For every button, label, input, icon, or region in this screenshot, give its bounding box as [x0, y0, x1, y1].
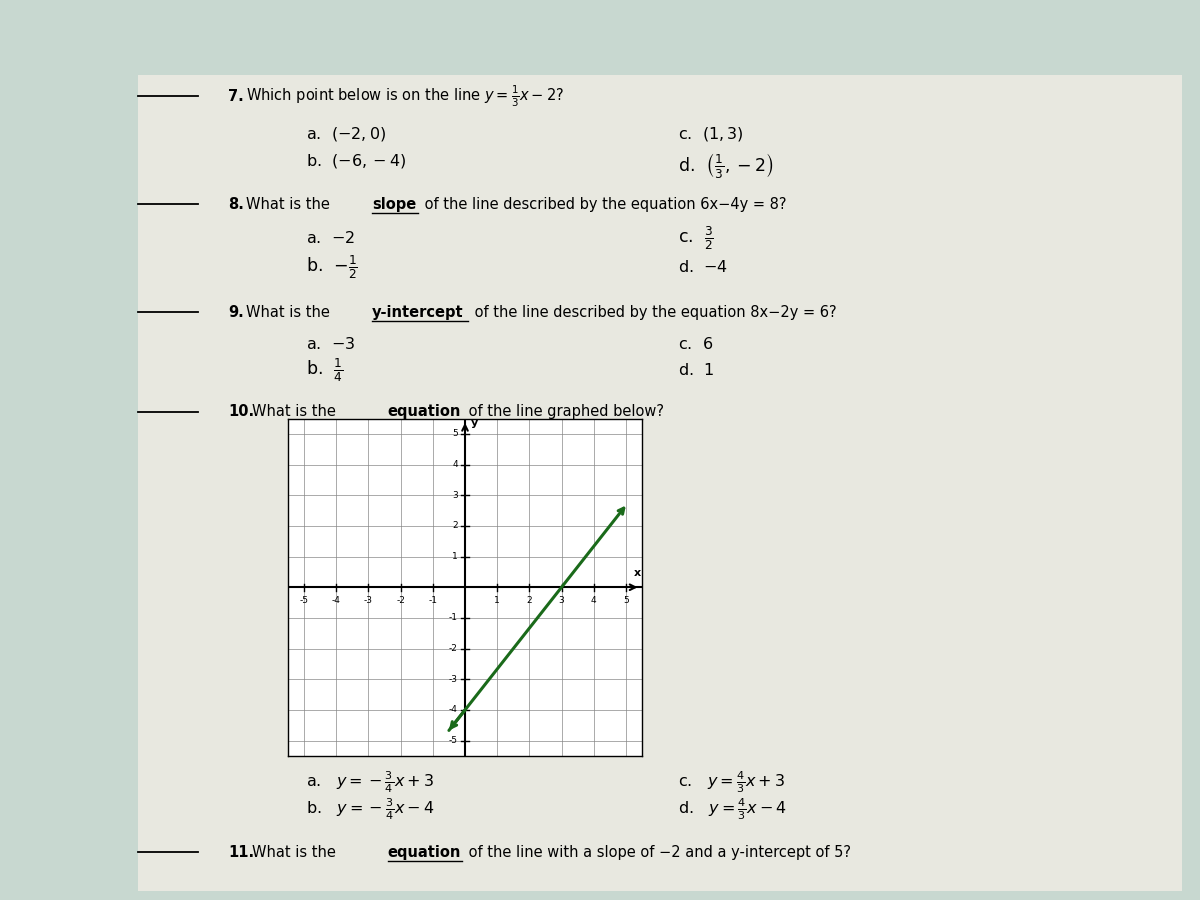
Text: 4: 4 — [590, 596, 596, 605]
Text: slope: slope — [372, 197, 416, 212]
Text: 5: 5 — [452, 429, 458, 438]
Text: x: x — [634, 568, 641, 578]
Text: d.  $1$: d. $1$ — [678, 363, 714, 378]
Text: b.  $(-6,-4)$: b. $(-6,-4)$ — [306, 152, 406, 170]
Text: d.  $\left(\frac{1}{3},-2\right)$: d. $\left(\frac{1}{3},-2\right)$ — [678, 151, 774, 180]
Text: of the line described by the equation 8x−2y = 6?: of the line described by the equation 8x… — [470, 305, 838, 320]
Text: of the line with a slope of −2 and a y-intercept of 5?: of the line with a slope of −2 and a y-i… — [464, 845, 852, 860]
Text: 8.: 8. — [228, 197, 244, 212]
Text: c.   $y = \frac{4}{3}x+3$: c. $y = \frac{4}{3}x+3$ — [678, 769, 785, 795]
Text: -3: -3 — [364, 596, 373, 605]
Text: b.  $\frac{1}{4}$: b. $\frac{1}{4}$ — [306, 356, 343, 384]
Text: -4: -4 — [449, 706, 458, 715]
Text: d.   $y = \frac{4}{3}x-4$: d. $y = \frac{4}{3}x-4$ — [678, 796, 787, 823]
Text: y: y — [470, 418, 478, 428]
Text: 1: 1 — [452, 552, 458, 561]
Text: What is the: What is the — [246, 305, 335, 320]
Text: equation: equation — [388, 845, 461, 860]
Text: b.   $y = -\frac{3}{4}x-4$: b. $y = -\frac{3}{4}x-4$ — [306, 796, 434, 823]
Text: of the line described by the equation 6x−4y = 8?: of the line described by the equation 6x… — [420, 197, 786, 212]
FancyBboxPatch shape — [138, 75, 1182, 891]
Text: 5: 5 — [623, 596, 629, 605]
Text: b.  $-\frac{1}{2}$: b. $-\frac{1}{2}$ — [306, 253, 358, 281]
Text: 1: 1 — [494, 596, 500, 605]
Text: equation: equation — [388, 404, 461, 419]
Text: a.  $-2$: a. $-2$ — [306, 230, 355, 247]
Text: d.  $-4$: d. $-4$ — [678, 258, 728, 274]
Text: What is the: What is the — [252, 404, 341, 419]
Text: 3: 3 — [559, 596, 564, 605]
Text: What is the: What is the — [252, 845, 341, 860]
Text: 3: 3 — [452, 491, 458, 500]
Text: c.  $(1,3)$: c. $(1,3)$ — [678, 125, 744, 143]
Text: 10.: 10. — [228, 404, 254, 419]
Text: a.  $-3$: a. $-3$ — [306, 337, 355, 353]
Text: 7.: 7. — [228, 89, 244, 104]
Text: 2: 2 — [452, 521, 458, 530]
Text: a.   $y = -\frac{3}{4}x+3$: a. $y = -\frac{3}{4}x+3$ — [306, 769, 434, 795]
Text: 9.: 9. — [228, 305, 244, 320]
Text: -2: -2 — [449, 644, 458, 653]
Text: c.  $\frac{3}{2}$: c. $\frac{3}{2}$ — [678, 224, 714, 252]
Text: of the line graphed below?: of the line graphed below? — [464, 404, 665, 419]
Text: 11.: 11. — [228, 845, 254, 860]
Text: 4: 4 — [452, 460, 458, 469]
Text: -4: -4 — [332, 596, 341, 605]
Text: -2: -2 — [396, 596, 406, 605]
Text: Which point below is on the line $y = \frac{1}{3}x - 2$?: Which point below is on the line $y = \f… — [246, 84, 564, 109]
Text: -1: -1 — [449, 614, 458, 623]
Text: -5: -5 — [300, 596, 308, 605]
Text: y-intercept: y-intercept — [372, 305, 463, 320]
Text: -1: -1 — [428, 596, 437, 605]
Text: c.  $6$: c. $6$ — [678, 337, 713, 353]
Text: -5: -5 — [449, 736, 458, 745]
Text: -3: -3 — [449, 675, 458, 684]
Text: 2: 2 — [527, 596, 532, 605]
Text: What is the: What is the — [246, 197, 335, 212]
Text: a.  $(-2,0)$: a. $(-2,0)$ — [306, 125, 386, 143]
